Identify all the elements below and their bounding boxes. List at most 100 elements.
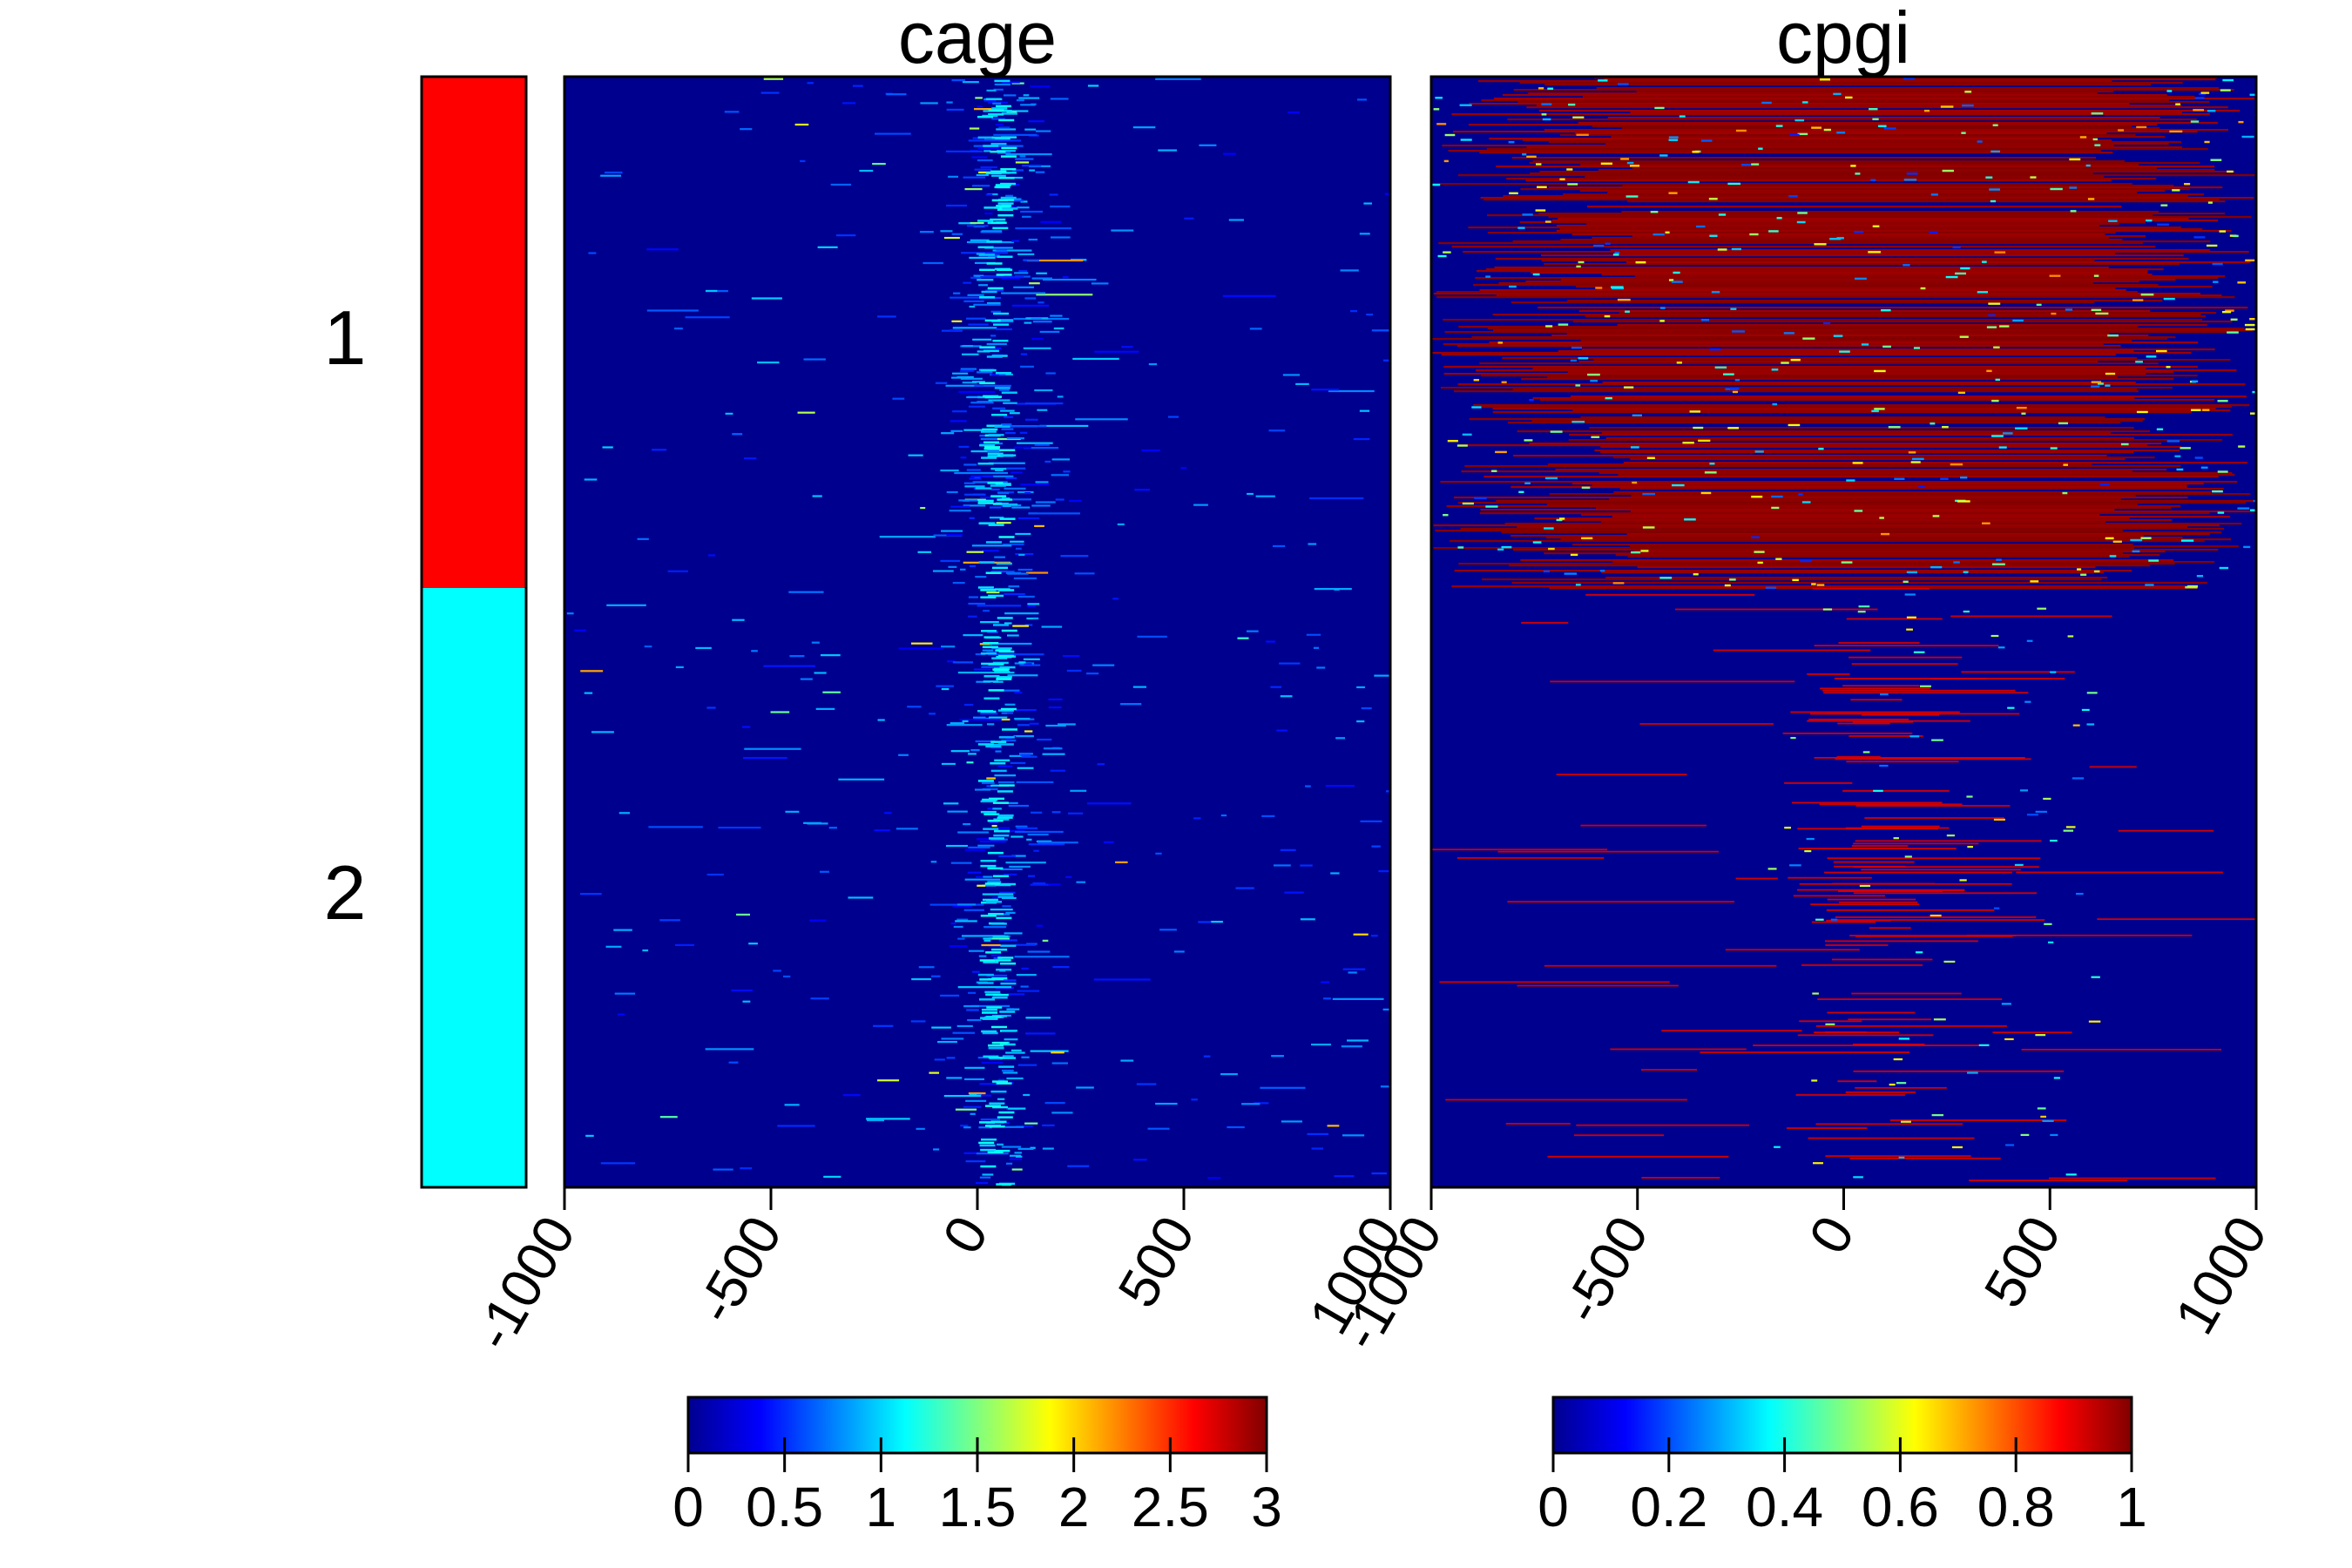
heatmap-cell (1564, 572, 1578, 575)
heatmap-cell (1811, 126, 1822, 129)
heatmap-cell (998, 126, 1010, 129)
heatmap-cell (950, 505, 970, 508)
heatmap-cell (1579, 190, 2166, 193)
heatmap-cell (990, 769, 1007, 773)
heatmap-cell (1659, 320, 1665, 322)
heatmap-cell (1009, 1154, 1022, 1157)
heatmap-cell (1451, 585, 2193, 588)
heatmap-cell (1461, 470, 2132, 473)
heatmap-cell (803, 358, 826, 361)
heatmap-cell (964, 493, 986, 496)
heatmap-cell (996, 656, 1012, 659)
heatmap-cell (1000, 373, 1013, 376)
heatmap-cell (1481, 578, 2102, 581)
heatmap-cell (1159, 929, 1177, 931)
heatmap-cell (1544, 476, 1558, 480)
heatmap-cell (751, 297, 782, 300)
heatmap-cell (1136, 1083, 1157, 1085)
heatmap-cell (1808, 718, 1909, 720)
heatmap-cell (994, 1149, 1010, 1152)
heatmap-cell (1017, 595, 1035, 598)
heatmap-cell (983, 961, 999, 963)
heatmap-cell (2249, 93, 2256, 97)
heatmap-cell (1007, 993, 1025, 996)
heatmap-cell (1489, 138, 2094, 140)
heatmap-cell (1347, 1039, 1369, 1042)
heatmap-cell (1790, 358, 1801, 362)
heatmap-cell (981, 456, 997, 459)
heatmap-cell (968, 846, 990, 848)
heatmap-cell (1906, 172, 1918, 175)
heatmap-cell (982, 645, 998, 649)
heatmap-cell (990, 310, 1002, 313)
heatmap-cell (1621, 211, 2159, 213)
heatmap-cell (980, 914, 997, 917)
heatmap-cell (1544, 129, 2229, 132)
heatmap-cell (1630, 446, 1639, 449)
heatmap-cell (637, 537, 649, 540)
heatmap-cell (675, 666, 684, 669)
heatmap-cell (2145, 584, 2154, 586)
heatmap-cell (748, 943, 758, 945)
heatmap-cell (2250, 509, 2256, 511)
heatmap-cell (1035, 130, 1051, 132)
heatmap-cell (1940, 105, 1954, 108)
heatmap-cell (1300, 864, 1313, 867)
heatmap-cell (814, 672, 827, 674)
heatmap-cell (985, 1105, 1002, 1107)
heatmap-cell (1457, 546, 1464, 549)
heatmap-cell (1592, 125, 2132, 128)
heatmap-cell (1031, 317, 1042, 320)
heatmap-cell (1013, 734, 1034, 738)
heatmap-cell (1853, 1070, 2065, 1072)
heatmap-cell (1611, 286, 1624, 288)
heatmap-cell (819, 870, 829, 873)
heatmap-cell (1048, 883, 1061, 886)
heatmap-cell (1435, 97, 1443, 99)
heatmap-cell (1468, 124, 2158, 126)
heatmap-cell (1544, 220, 1551, 223)
heatmap-cell (1560, 239, 2123, 241)
heatmap-cell (1735, 129, 1747, 132)
heatmap-cell (1851, 992, 1962, 995)
heatmap-cell (1838, 890, 1943, 893)
heatmap-cell (1735, 877, 1778, 880)
heatmap-cell (1459, 444, 2147, 447)
heatmap-cell (1443, 514, 1449, 517)
heatmap-cell (990, 467, 1007, 470)
heatmap-cell (2206, 244, 2218, 247)
heatmap-cell (1496, 500, 2256, 503)
heatmap-cell (674, 943, 694, 947)
heatmap-cell (2020, 789, 2028, 792)
heatmap-cell (2035, 1034, 2046, 1037)
heatmap-cell (1989, 188, 2000, 191)
heatmap-cell (1718, 213, 1727, 216)
heatmap-cell (2050, 671, 2057, 673)
heatmap-cell (1599, 570, 1605, 572)
heatmap-cell (988, 937, 1010, 940)
heatmap-cell (1011, 304, 1050, 307)
heatmap-cell (706, 873, 724, 876)
heatmap-cell (907, 706, 922, 708)
heatmap-cell (1433, 524, 2220, 527)
heatmap-cell (996, 647, 1012, 650)
heatmap-cell (948, 565, 957, 568)
heatmap-cell (2186, 585, 2199, 588)
heatmap-cell (1711, 291, 1720, 294)
heatmap-cell (1674, 608, 1878, 611)
heatmap-cell (1630, 545, 2239, 548)
heatmap-cell (952, 1031, 976, 1034)
heatmap-cell (1630, 112, 2183, 114)
heatmap-cell (1022, 215, 1031, 218)
heatmap-cell (1066, 669, 1082, 672)
heatmap-cell (1273, 864, 1291, 867)
heatmap-cell (1021, 967, 1029, 970)
heatmap-cell (987, 449, 1001, 452)
heatmap-cell (1022, 165, 1042, 167)
heatmap-cell (1960, 476, 1968, 479)
heatmap-cell (1049, 193, 1058, 196)
x-axis-cpgi: -1000 -500 0 500 1000 (1328, 1186, 2279, 1361)
heatmap-cell (1580, 824, 1707, 827)
heatmap-cell (2002, 432, 2013, 435)
heatmap-cell (1378, 870, 1390, 873)
